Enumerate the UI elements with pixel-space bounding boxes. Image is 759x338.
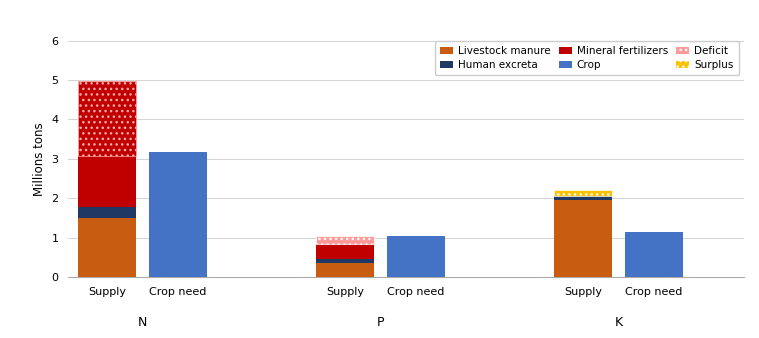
Legend: Livestock manure, Human excreta, Mineral fertilizers, Crop, Deficit, Surplus: Livestock manure, Human excreta, Mineral…	[435, 41, 739, 75]
Text: N: N	[137, 316, 147, 329]
Bar	[554, 190, 612, 195]
Text: P: P	[376, 316, 384, 329]
Bar	[78, 207, 136, 218]
Bar	[554, 195, 612, 200]
Bar	[316, 263, 374, 277]
Bar	[78, 156, 136, 207]
Bar	[78, 218, 136, 277]
Bar	[554, 200, 612, 277]
Bar	[78, 81, 136, 156]
Bar	[625, 232, 682, 277]
Bar	[316, 236, 374, 244]
Y-axis label: Millions tons: Millions tons	[33, 122, 46, 196]
Bar	[387, 236, 445, 277]
Bar	[316, 244, 374, 260]
Bar	[149, 152, 206, 277]
Bar	[316, 260, 374, 263]
Text: K: K	[614, 316, 622, 329]
